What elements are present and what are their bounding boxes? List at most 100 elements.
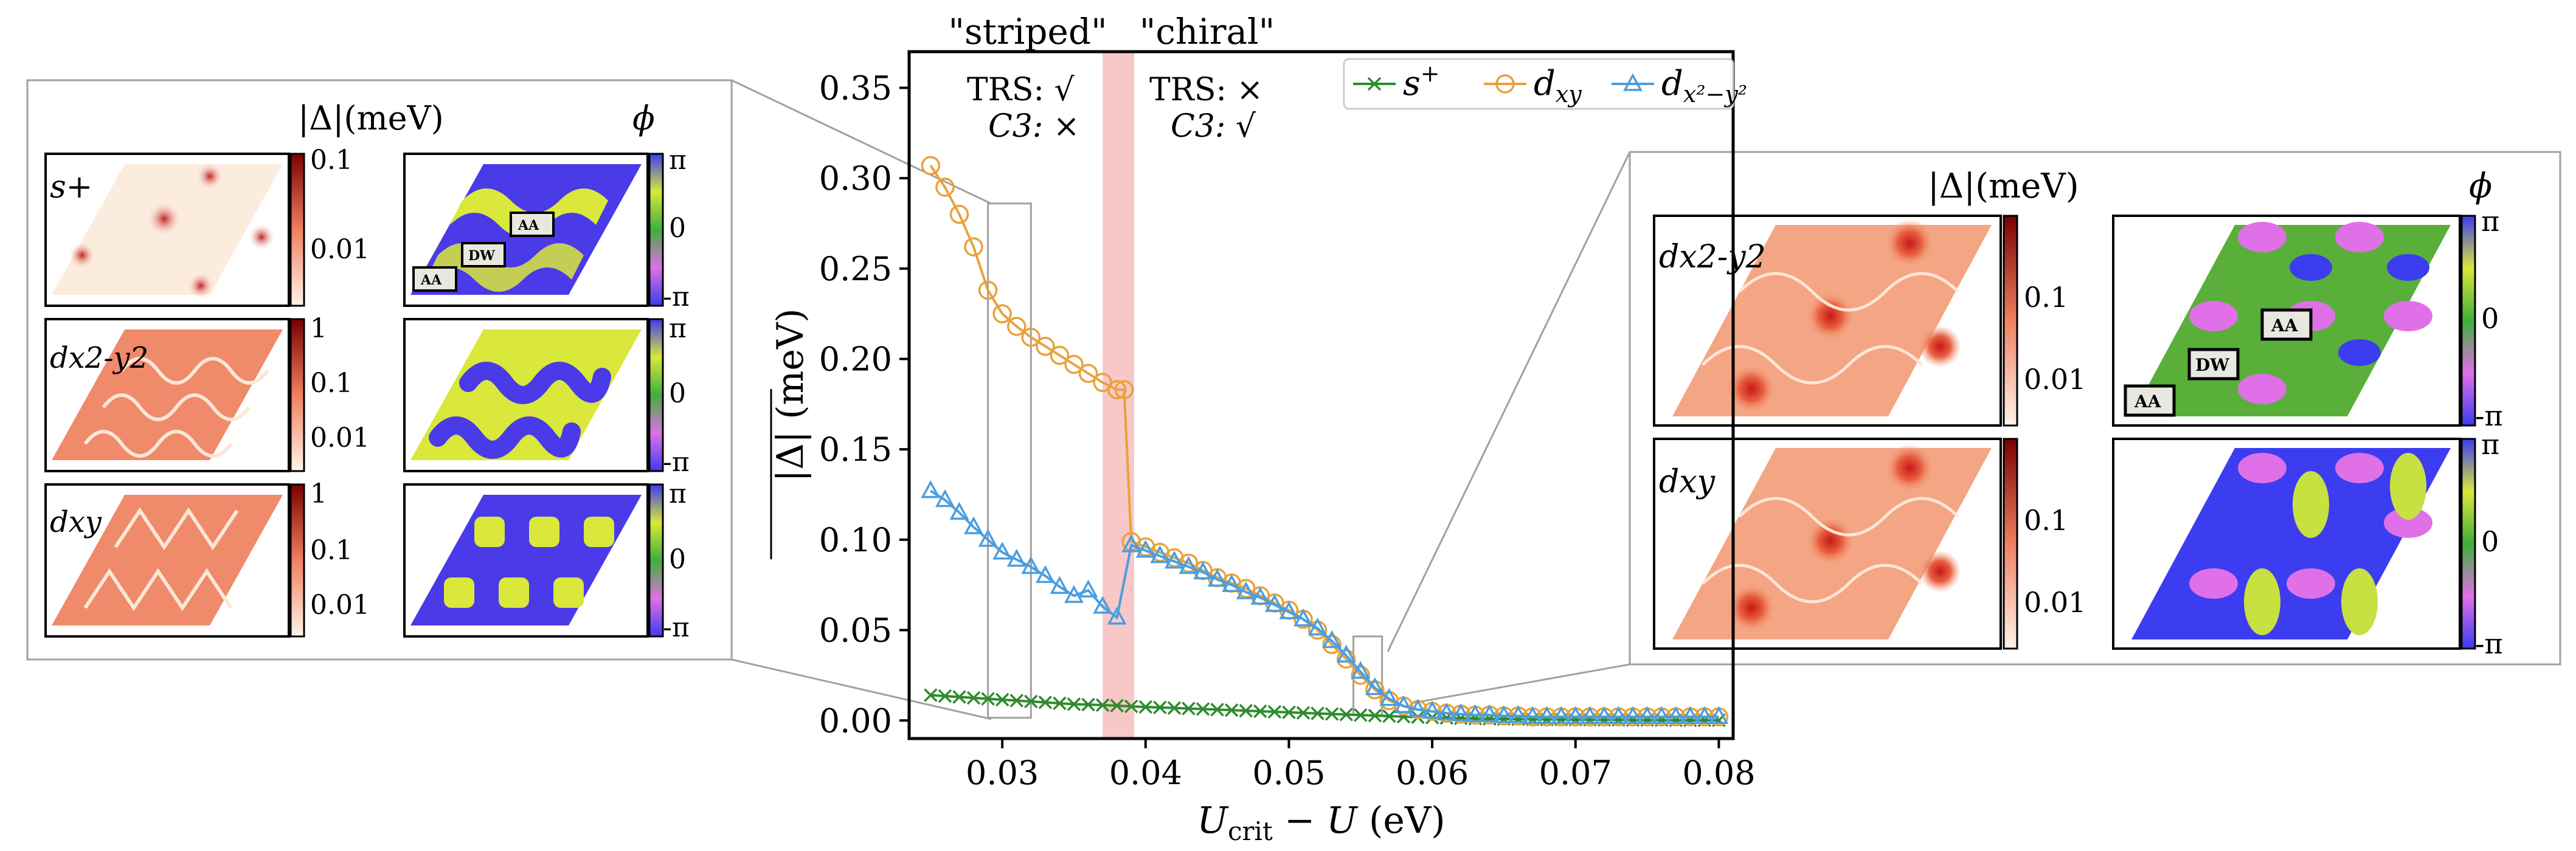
data-point	[1282, 705, 1296, 720]
data-point	[1222, 574, 1242, 592]
data-point	[1006, 317, 1027, 336]
data-point	[1224, 703, 1239, 717]
data-point	[1709, 706, 1729, 725]
legend-label: s+	[1403, 60, 1440, 103]
data-point	[1351, 661, 1371, 679]
y-tick-label: 0.30	[819, 159, 892, 198]
right-row1-phase-tick-bottom: -π	[2475, 399, 2503, 432]
left-row3-phase-tick-bottom: -π	[663, 612, 690, 643]
data-point	[1264, 594, 1284, 612]
data-point	[966, 691, 981, 705]
left-phase-header: ϕ	[632, 99, 655, 137]
data-point	[1239, 703, 1253, 718]
y-tick-label: 0.05	[819, 612, 892, 650]
y-tick-label: 0.00	[819, 701, 892, 740]
main-chart: 0.03 0.04 0.05 0.06 0.07 0.08 0.00 0.05 0.10 0.15…	[769, 11, 1756, 846]
right-row1-tick-2: 0.01	[2024, 363, 2086, 396]
left-row1-phase-tick-bottom: -π	[663, 281, 690, 312]
data-point	[1196, 702, 1210, 716]
right-site-label-aa-top: AA	[2271, 315, 2299, 336]
data-point	[1078, 363, 1098, 384]
data-point	[1050, 345, 1070, 365]
y-axis-label: |Δ| (meV)	[769, 308, 812, 481]
left-row2-label: dx2-y2	[50, 341, 148, 375]
data-point	[938, 689, 952, 703]
x-tick-label: 0.03	[966, 754, 1039, 792]
data-point	[1250, 587, 1270, 605]
data-point	[992, 542, 1013, 560]
data-point	[1523, 706, 1543, 725]
data-point	[1253, 704, 1267, 718]
data-point	[1422, 700, 1442, 719]
x-tick-label: 0.07	[1539, 754, 1612, 792]
data-point	[1382, 709, 1396, 723]
right-inset-panel: |Δ|(meV) ϕ dx2-y2 0.1 0.01	[1629, 151, 2561, 666]
left-row2-phase-tick-bottom: -π	[663, 447, 690, 478]
data-point	[1267, 705, 1282, 719]
left-row3-tick-1: 1	[310, 478, 327, 509]
left-row3-tick-2: 0.1	[310, 535, 353, 566]
data-point	[1322, 635, 1342, 655]
data-point	[1296, 706, 1311, 720]
left-row1-phase-tick-top: π	[669, 145, 687, 176]
data-point	[1150, 545, 1170, 563]
site-label-aa-top: AA	[518, 218, 539, 233]
plot-frame	[907, 50, 1735, 740]
data-point	[992, 304, 1012, 323]
data-point	[1694, 706, 1714, 725]
data-point	[1006, 548, 1027, 567]
data-point	[1165, 550, 1184, 569]
series-line	[930, 489, 1719, 718]
right-phase-header: ϕ	[2469, 167, 2492, 206]
data-point	[1652, 706, 1672, 725]
data-point	[1680, 706, 1700, 725]
y-tick-label: 0.10	[819, 521, 892, 559]
data-point	[1339, 708, 1353, 722]
right-row2-tick-1: 0.1	[2024, 504, 2068, 537]
data-point	[1053, 696, 1067, 711]
y-tick-label: 0.35	[819, 69, 892, 107]
data-point	[924, 688, 938, 702]
left-row3-phase-tick-mid: 0	[669, 544, 686, 575]
data-point	[1050, 576, 1070, 594]
left-abs-header: |Δ|(meV)	[298, 99, 444, 137]
legend-label: dx²−y²	[1661, 64, 1747, 108]
chiral-trs: TRS: ×	[1149, 72, 1263, 108]
data-point	[1365, 677, 1385, 695]
data-point	[949, 204, 969, 224]
data-point	[1095, 698, 1110, 712]
series-line	[930, 694, 1719, 722]
right-dx2y2-abs-map: dx2-y2 0.1 0.01	[1653, 215, 2086, 427]
left-dxy-phase-map: π 0 -π	[403, 478, 690, 643]
left-s-plus-abs-map: s+ 0.1 0.01	[44, 145, 370, 307]
data-point	[1135, 540, 1155, 558]
data-point	[1354, 708, 1368, 722]
left-row3-label: dxy	[50, 505, 102, 539]
data-point	[1138, 700, 1153, 714]
data-point	[949, 501, 969, 520]
y-tick-label: 0.15	[819, 430, 892, 469]
data-point	[1311, 706, 1324, 720]
data-point	[1093, 596, 1113, 614]
data-point	[1121, 534, 1141, 553]
left-row1-tick-2: 0.01	[310, 234, 370, 265]
data-point	[1064, 354, 1084, 374]
left-row2-tick-2: 0.1	[310, 368, 353, 399]
legend-marker	[1623, 73, 1643, 91]
data-point	[1081, 697, 1095, 712]
data-point	[1114, 380, 1134, 399]
zoom-box-1	[987, 202, 1032, 719]
data-point	[1336, 644, 1356, 663]
left-row3-tick-3: 0.01	[310, 590, 370, 621]
data-point	[1153, 700, 1167, 715]
left-dx2y2-abs-map: dx2-y2 1 0.1 0.01	[44, 313, 370, 472]
data-point	[921, 480, 941, 498]
x-tick-label: 0.05	[1252, 754, 1325, 792]
data-point	[1279, 601, 1299, 619]
left-row2-tick-1: 1	[310, 313, 327, 344]
data-point	[978, 280, 998, 300]
x-tick-label: 0.08	[1682, 754, 1755, 792]
right-row2-tick-2: 0.01	[2024, 586, 2086, 619]
data-point	[1623, 706, 1643, 725]
series-2	[921, 480, 1729, 725]
